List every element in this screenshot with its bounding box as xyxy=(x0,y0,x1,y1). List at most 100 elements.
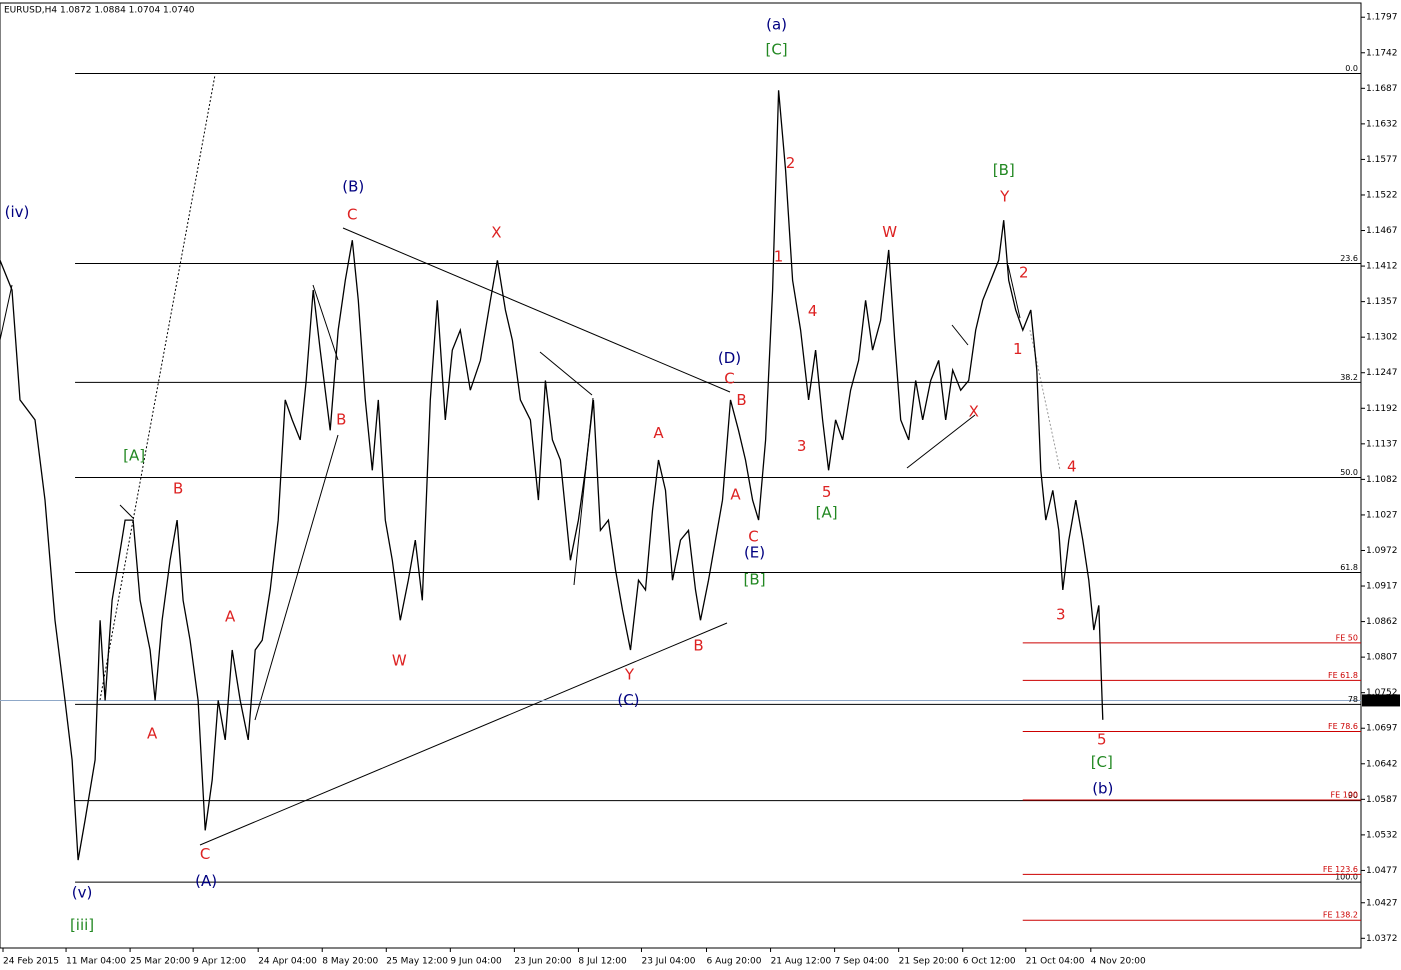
fe-label: FE 100 xyxy=(1331,790,1358,799)
x-tick-label: 6 Aug 20:00 xyxy=(707,957,762,967)
wave-label: [iii] xyxy=(70,916,94,934)
x-tick-label: 23 Jun 20:00 xyxy=(514,957,571,967)
wave-label: 3 xyxy=(797,437,807,455)
price-line-series xyxy=(0,90,1104,861)
trendline xyxy=(199,622,728,846)
wave-label: C xyxy=(200,845,210,863)
fe-label: FE 61.8 xyxy=(1328,671,1358,680)
trendlines xyxy=(0,74,1061,846)
y-tick-label: 1.1357 xyxy=(1366,297,1398,307)
wave-label: 5 xyxy=(1097,730,1107,748)
y-tick-label: 1.0372 xyxy=(1366,934,1398,944)
price-tag xyxy=(1362,694,1400,707)
wave-label: B xyxy=(693,637,703,655)
x-tick-label: 21 Aug 12:00 xyxy=(771,957,832,967)
plot-frame xyxy=(0,2,1362,949)
trendline xyxy=(906,414,976,469)
y-tick-label: 1.1632 xyxy=(1366,119,1398,129)
wave-label: W xyxy=(392,652,407,670)
fe-label: FE 123.6 xyxy=(1323,865,1358,874)
wave-label: [A] xyxy=(816,503,838,521)
fib-label: 90 xyxy=(1348,791,1358,800)
wave-label: (B) xyxy=(342,178,364,196)
wave-label: A xyxy=(147,725,158,743)
fe-label: FE 78.6 xyxy=(1328,722,1358,731)
wave-label: (A) xyxy=(195,872,217,890)
wave-label: X xyxy=(969,403,979,421)
header: EURUSD,H4 1.0872 1.0884 1.0704 1.0740 xyxy=(4,6,195,16)
y-tick-label: 1.0697 xyxy=(1366,724,1398,734)
wave-label: 3 xyxy=(1056,606,1066,624)
wave-label: Y xyxy=(624,666,635,684)
y-tick-label: 1.1797 xyxy=(1366,13,1398,23)
wave-label: (E) xyxy=(744,544,765,562)
fib-label: 38.2 xyxy=(1340,373,1358,382)
x-tick-label: 6 Oct 12:00 xyxy=(963,957,1016,967)
wave-label: A xyxy=(730,485,741,503)
y-tick-label: 1.0972 xyxy=(1366,546,1398,556)
y-tick-label: 1.0427 xyxy=(1366,898,1398,908)
x-tick-label: 21 Sep 20:00 xyxy=(899,957,959,967)
wave-label: C xyxy=(748,527,758,545)
wave-label: (iv) xyxy=(5,203,30,221)
y-tick-label: 1.0642 xyxy=(1366,759,1398,769)
x-tick-label: 25 May 12:00 xyxy=(386,957,448,967)
y-tick-label: 1.0587 xyxy=(1366,795,1398,805)
y-tick-label: 1.1192 xyxy=(1366,404,1398,414)
wave-label: (a) xyxy=(766,15,787,33)
wave-label: [C] xyxy=(1091,753,1113,771)
y-tick-label: 1.0477 xyxy=(1366,866,1398,876)
fib-label: 50.0 xyxy=(1340,468,1358,477)
wave-label: B xyxy=(736,391,746,409)
dotted-line xyxy=(99,74,216,701)
x-tick-label: 7 Sep 04:00 xyxy=(835,957,890,967)
wave-label: W xyxy=(882,223,897,241)
fe-label: FE 138.2 xyxy=(1323,911,1358,920)
y-tick-label: 1.0917 xyxy=(1366,582,1398,592)
y-tick-label: 1.0532 xyxy=(1366,830,1398,840)
x-tick-label: 9 Apr 12:00 xyxy=(193,957,246,967)
y-tick-label: 1.1412 xyxy=(1366,262,1398,272)
y-tick-label: 1.1137 xyxy=(1366,439,1398,449)
wave-label: 4 xyxy=(1067,458,1077,476)
trendline xyxy=(119,504,134,519)
x-tick-label: 8 May 20:00 xyxy=(322,957,378,967)
fib-label: 23.6 xyxy=(1340,254,1358,263)
wave-label: (D) xyxy=(718,349,741,367)
y-tick-label: 1.1742 xyxy=(1366,48,1398,58)
wave-label: X xyxy=(491,224,501,242)
wave-label: [C] xyxy=(765,41,787,59)
fib-label: 78 xyxy=(1348,695,1358,704)
wave-label: [B] xyxy=(744,571,766,589)
x-tick-label: 23 Jul 04:00 xyxy=(641,957,695,967)
x-tick-label: 24 Feb 2015 xyxy=(3,957,59,967)
y-tick-label: 1.1302 xyxy=(1366,333,1398,343)
y-tick-label: 1.0862 xyxy=(1366,617,1398,627)
x-tick-label: 11 Mar 04:00 xyxy=(66,957,126,967)
wave-label: Y xyxy=(999,187,1010,205)
wave-label: [A] xyxy=(123,447,145,465)
trendline xyxy=(1007,264,1021,319)
trendline xyxy=(342,227,731,393)
y-tick-label: 1.1027 xyxy=(1366,510,1398,520)
x-tick-label: 8 Jul 12:00 xyxy=(578,957,627,967)
x-tick-label: 4 Nov 20:00 xyxy=(1091,957,1146,967)
y-tick-label: 1.0752 xyxy=(1366,688,1398,698)
trendline xyxy=(0,284,13,341)
wave-label: 5 xyxy=(822,483,832,501)
fib-label: 61.8 xyxy=(1340,563,1358,572)
x-tick-label: 21 Oct 04:00 xyxy=(1026,957,1085,967)
fib-label: 0.0 xyxy=(1345,64,1358,73)
y-tick-label: 1.1577 xyxy=(1366,155,1398,165)
y-tick-label: 1.0807 xyxy=(1366,653,1398,663)
wave-label: (v) xyxy=(72,884,93,902)
wave-label: A xyxy=(225,608,236,626)
x-tick-label: 25 Mar 20:00 xyxy=(130,957,190,967)
y-tick-label: 1.1687 xyxy=(1366,84,1398,94)
trendline xyxy=(539,351,593,396)
wave-label: A xyxy=(653,424,664,442)
trendline xyxy=(951,324,969,346)
wave-label: C xyxy=(347,206,357,224)
x-tick-label: 24 Apr 04:00 xyxy=(258,957,317,967)
